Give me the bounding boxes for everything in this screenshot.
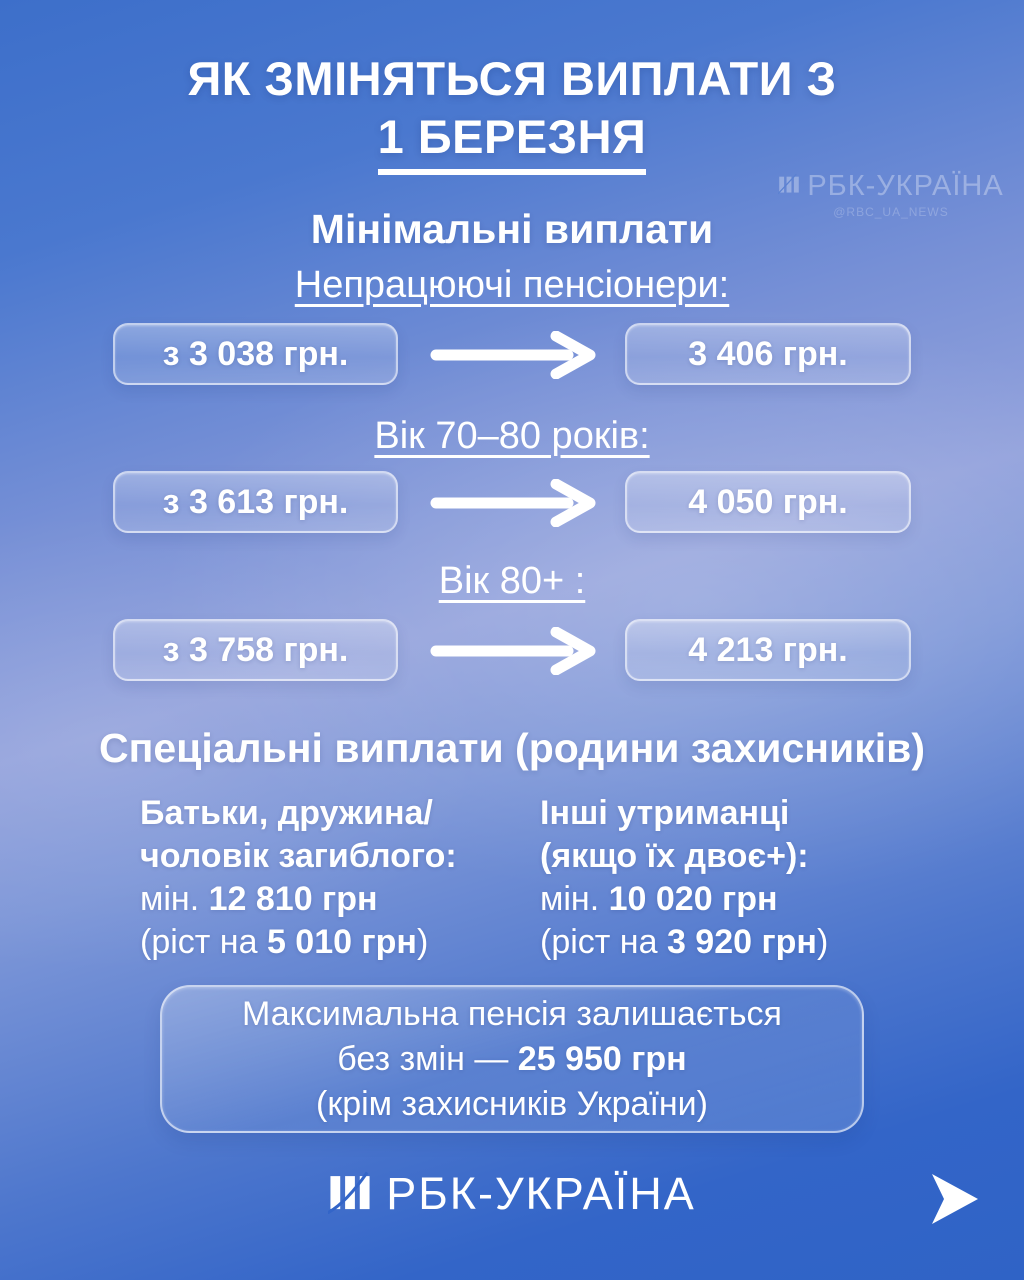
next-arrow-button[interactable] — [918, 1164, 988, 1234]
special-col-min-line: мін. 10 020 грн — [540, 880, 778, 918]
page-title-line1: ЯК ЗМІНЯТЬСЯ ВИПЛАТИ З — [187, 52, 837, 105]
max-note-line3: (крім захисників України) — [316, 1084, 708, 1123]
row-label-age-70-80: Вік 70–80 років: — [374, 415, 650, 457]
watermark-handle: @RBC_UA_NEWS — [833, 205, 949, 219]
footer-brand: РБК-УКРАЇНА — [0, 1168, 1024, 1220]
payment-row: з 3 613 грн. 4 050 грн. — [0, 471, 1024, 535]
special-column-other-dependents: Інші утриманці (якщо їх двоє+): мін. 10 … — [540, 792, 940, 964]
max-note-line2: без змін — 25 950 грн — [337, 1039, 687, 1078]
max-note-line1: Максимальна пенсія залишається — [242, 994, 782, 1033]
amount-to-box: 3 406 грн. — [625, 323, 911, 385]
amount-from-box: з 3 613 грн. — [113, 471, 398, 533]
special-col-growth-line: (ріст на 3 920 грн) — [540, 923, 829, 961]
payment-row: з 3 038 грн. 3 406 грн. — [0, 323, 1024, 387]
row-label-nonworking-pensioners: Непрацюючі пенсіонери: — [294, 264, 730, 306]
footer-brand-text: РБК-УКРАЇНА — [386, 1168, 696, 1219]
payment-row: з 3 758 грн. 4 213 грн. — [0, 619, 1024, 683]
max-pension-note-box: Максимальна пенсія залишається без змін … — [160, 985, 864, 1133]
right-arrow-icon — [430, 627, 596, 675]
row-label-age-80-plus: Вік 80+ : — [438, 560, 586, 602]
play-arrow-icon — [932, 1174, 978, 1224]
special-column-parents-spouse: Батьки, дружина/ чоловік загиблого: мін.… — [140, 792, 535, 964]
special-col-title-line1: Батьки, дружина/ — [140, 794, 433, 832]
amount-to-box: 4 213 грн. — [625, 619, 911, 681]
watermark: РБК-УКРАЇНА @RBC_UA_NEWS — [776, 170, 1006, 219]
right-arrow-icon — [430, 479, 596, 527]
amount-to-box: 4 050 грн. — [625, 471, 911, 533]
special-col-growth-line: (ріст на 5 010 грн) — [140, 923, 429, 961]
special-payments-heading: Спеціальні виплати (родини захисників) — [98, 725, 926, 771]
amount-from-box: з 3 038 грн. — [113, 323, 398, 385]
page-title-line2: 1 БЕРЕЗНЯ — [377, 108, 647, 175]
watermark-brand: РБК-УКРАЇНА — [807, 170, 1004, 202]
amount-from-box: з 3 758 грн. — [113, 619, 398, 681]
page-title: ЯК ЗМІНЯТЬСЯ ВИПЛАТИ З 1 БЕРЕЗНЯ — [0, 50, 1024, 175]
rbc-watermark-icon — [777, 170, 800, 203]
special-col-min-line: мін. 12 810 грн — [140, 880, 378, 918]
special-col-title-line1: Інші утриманці — [540, 794, 790, 832]
special-col-title-line2: (якщо їх двоє+): — [540, 837, 809, 875]
right-arrow-icon — [430, 331, 596, 379]
minimal-payments-heading: Мінімальні виплати — [310, 206, 714, 252]
special-col-title-line2: чоловік загиблого: — [140, 837, 457, 875]
rbc-logo-icon — [325, 1170, 372, 1219]
